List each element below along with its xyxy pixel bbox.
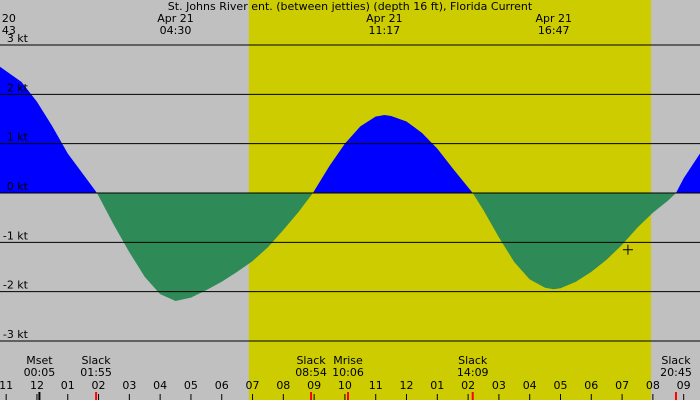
y-tick-label: 0 kt bbox=[7, 180, 29, 193]
x-tick-label: 07 bbox=[615, 379, 629, 392]
event-name: Slack bbox=[81, 354, 111, 367]
y-tick-label: -2 kt bbox=[3, 279, 29, 292]
x-tick-label: 12 bbox=[400, 379, 414, 392]
x-tick-label: 01 bbox=[61, 379, 75, 392]
x-tick-label: 07 bbox=[246, 379, 260, 392]
x-tick-label: 04 bbox=[523, 379, 537, 392]
event-time: 16:47 bbox=[538, 24, 570, 37]
event-date: 20 bbox=[2, 12, 16, 25]
event-time: 14:09 bbox=[457, 366, 489, 379]
event-time: 08:54 bbox=[295, 366, 327, 379]
x-tick-label: 06 bbox=[584, 379, 598, 392]
y-tick-label: -1 kt bbox=[3, 229, 29, 242]
event-time: 01:55 bbox=[80, 366, 112, 379]
x-tick-label: 02 bbox=[92, 379, 106, 392]
event-date: Apr 21 bbox=[535, 12, 572, 25]
x-tick-label: 05 bbox=[553, 379, 567, 392]
x-tick-label: 02 bbox=[461, 379, 475, 392]
x-tick-label: 08 bbox=[646, 379, 660, 392]
event-name: Slack bbox=[296, 354, 326, 367]
y-tick-label: 1 kt bbox=[7, 131, 29, 144]
x-tick-label: 09 bbox=[677, 379, 691, 392]
x-tick-label: 04 bbox=[153, 379, 167, 392]
x-tick-label: 12 bbox=[30, 379, 44, 392]
x-tick-label: 08 bbox=[276, 379, 290, 392]
event-date: Apr 21 bbox=[366, 12, 403, 25]
x-tick-label: 03 bbox=[122, 379, 136, 392]
event-date: Apr 21 bbox=[157, 12, 194, 25]
x-tick-label: 01 bbox=[430, 379, 444, 392]
event-time: 04:30 bbox=[160, 24, 192, 37]
event-time: 11:17 bbox=[368, 24, 400, 37]
event-name: Slack bbox=[661, 354, 691, 367]
event-name: Mrise bbox=[333, 354, 363, 367]
x-tick-label: 11 bbox=[369, 379, 383, 392]
event-name: Mset bbox=[26, 354, 53, 367]
y-tick-label: -3 kt bbox=[3, 328, 29, 341]
x-tick-label: 06 bbox=[215, 379, 229, 392]
event-time: 43 bbox=[2, 24, 16, 37]
x-tick-label: 11 bbox=[0, 379, 13, 392]
event-name: Slack bbox=[458, 354, 488, 367]
event-time: 20:45 bbox=[660, 366, 692, 379]
y-tick-label: 2 kt bbox=[7, 81, 29, 94]
y-tick-label: 3 kt bbox=[7, 32, 29, 45]
event-time: 00:05 bbox=[24, 366, 56, 379]
x-tick-label: 10 bbox=[338, 379, 352, 392]
x-tick-label: 05 bbox=[184, 379, 198, 392]
chart-title: St. Johns River ent. (between jetties) (… bbox=[168, 0, 533, 13]
x-tick-label: 03 bbox=[492, 379, 506, 392]
event-time: 10:06 bbox=[332, 366, 364, 379]
x-tick-label: 09 bbox=[307, 379, 321, 392]
